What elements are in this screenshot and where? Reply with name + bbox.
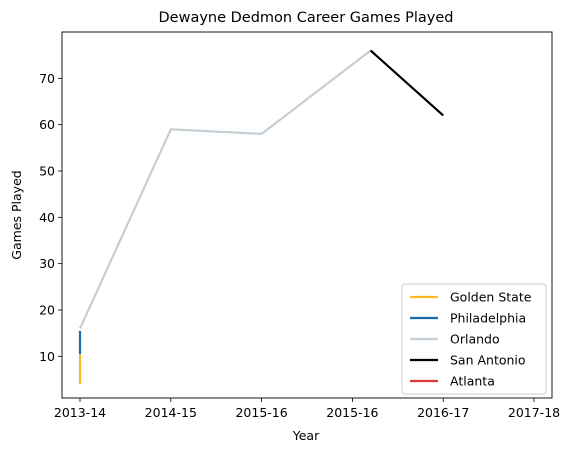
y-tick-label: 70 [39, 71, 55, 86]
series-line-san-antonio [369, 49, 444, 117]
legend-label-philadelphia: Philadelphia [450, 311, 526, 326]
series-layer [78, 49, 444, 385]
legend-label-atlanta: Atlanta [450, 374, 495, 389]
legend-label-orlando: Orlando [450, 332, 500, 347]
x-tick-label: 2015-16 [326, 405, 378, 420]
x-axis: 2013-14 2014-15 2015-16 2015-16 2016-17 2017-… [54, 398, 560, 420]
x-tick-label: 2017-18 [508, 405, 560, 420]
legend-label-golden-state: Golden State [450, 290, 532, 305]
series-line-orlando [78, 49, 372, 329]
y-tick-label: 10 [39, 349, 55, 364]
y-axis-label: Games Played [9, 170, 24, 259]
chart-title: Dewayne Dedmon Career Games Played [159, 10, 454, 26]
x-tick-label: 2014-15 [145, 405, 197, 420]
legend-box [401, 283, 547, 395]
legend: Golden State Philadelphia Orlando San Anton… [401, 283, 547, 395]
y-tick-label: 30 [39, 256, 55, 271]
y-tick-label: 60 [39, 117, 55, 132]
x-tick-label: 2016-17 [417, 405, 469, 420]
x-tick-label: 2015-16 [235, 405, 287, 420]
plot-frame [61, 31, 553, 399]
legend-label-san-antonio: San Antonio [450, 353, 526, 368]
x-tick-label: 2013-14 [54, 405, 106, 420]
y-tick-label: 40 [39, 210, 55, 225]
x-axis-label: Year [292, 428, 320, 443]
y-tick-label: 50 [39, 163, 55, 178]
y-tick-label: 20 [39, 302, 55, 317]
y-axis: 10 20 30 40 50 60 70 [39, 71, 62, 364]
